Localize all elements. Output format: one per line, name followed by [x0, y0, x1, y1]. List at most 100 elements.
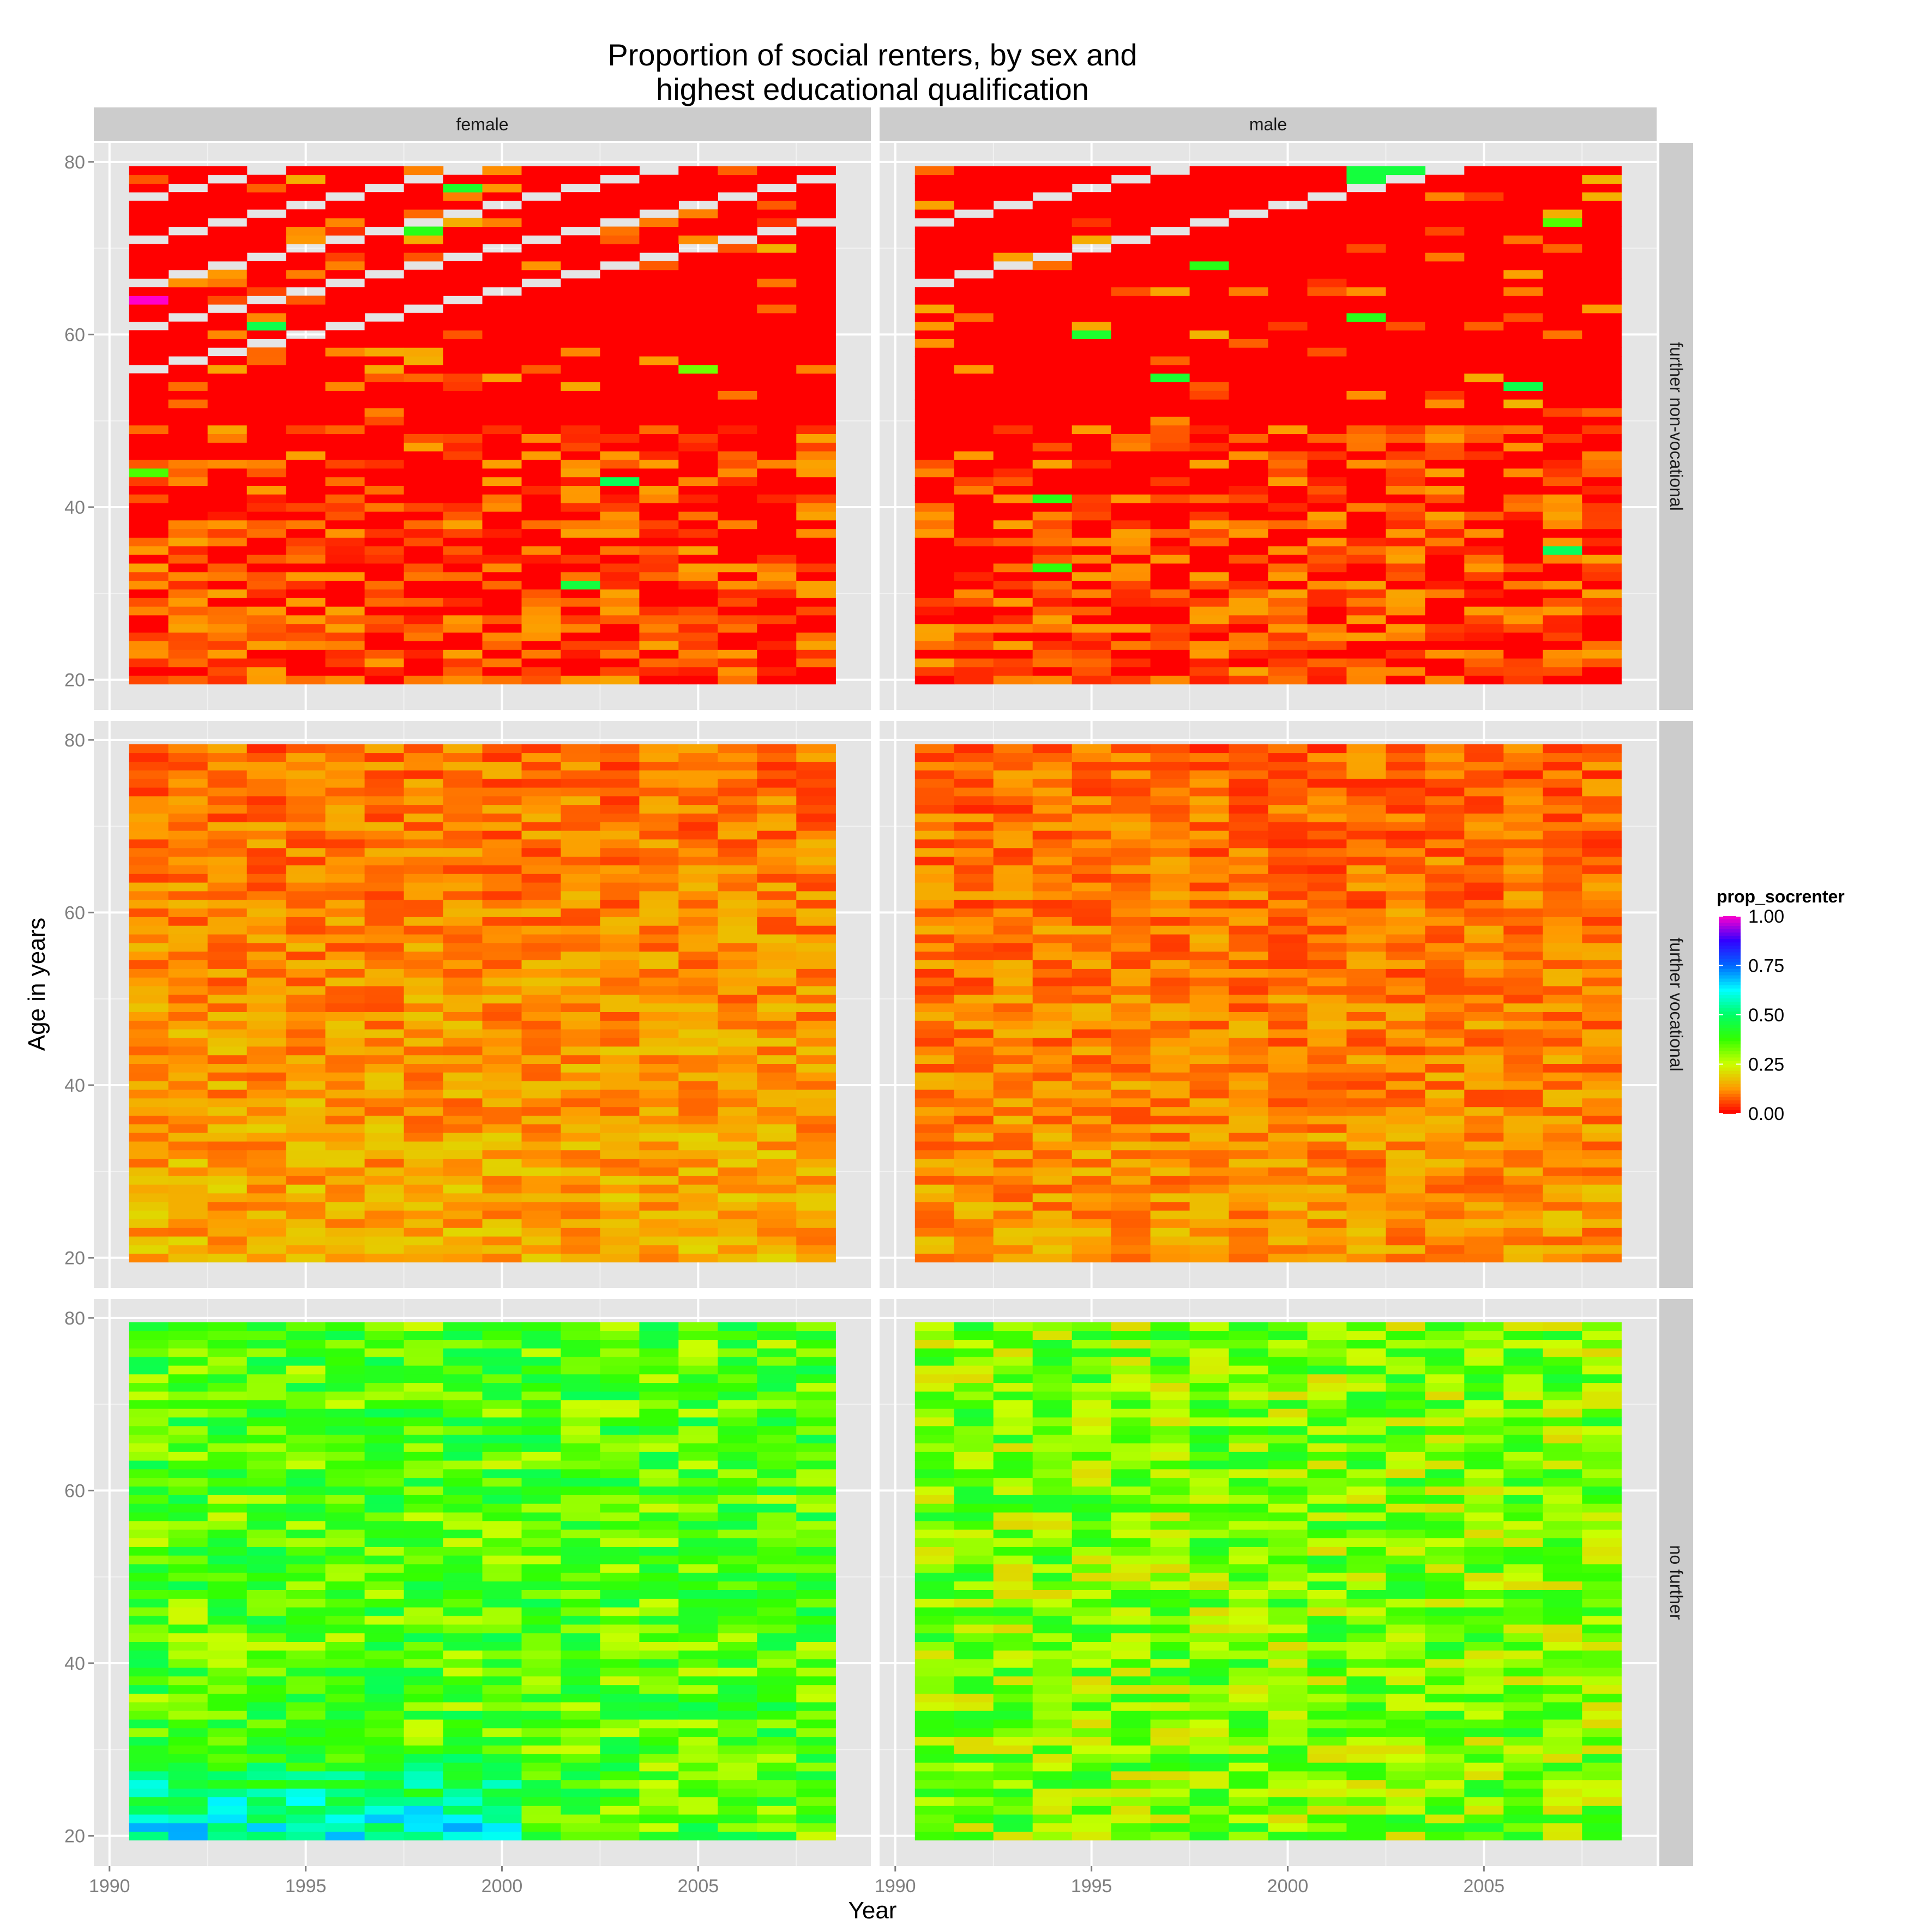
heat-cell: [954, 1063, 994, 1073]
heat-cell: [718, 1244, 757, 1254]
heat-cell: [286, 1141, 326, 1151]
heat-cell: [168, 520, 208, 529]
heat-cell: [521, 166, 562, 176]
heat-cell: [129, 1797, 169, 1806]
heat-cell: [443, 1667, 483, 1677]
heat-cell: [443, 1564, 483, 1573]
heat-cell: [1582, 1012, 1622, 1021]
heat-cell: [1189, 917, 1230, 926]
heat-cell: [639, 321, 679, 331]
heat-cell: [1582, 390, 1622, 400]
heat-cell: [246, 804, 287, 814]
heat-cell: [286, 1624, 326, 1634]
heat-cell: [1189, 209, 1230, 219]
heat-cell: [561, 589, 600, 598]
heat-cell: [443, 1771, 483, 1780]
heat-cell: [1268, 390, 1308, 400]
heat-cell: [561, 658, 600, 667]
heat-cell: [168, 364, 208, 374]
heat-cell: [600, 822, 640, 831]
heat-cell: [796, 908, 836, 917]
heat-cell: [1189, 770, 1230, 779]
heat-cell: [954, 416, 994, 426]
heat-cell: [129, 1409, 169, 1418]
heat-cell: [364, 1115, 405, 1124]
heat-cell: [1346, 770, 1386, 779]
heat-cell: [207, 511, 248, 521]
heat-cell: [443, 761, 483, 771]
heat-cell: [286, 1486, 326, 1495]
heat-cell: [521, 416, 562, 426]
heat-cell: [246, 1684, 287, 1694]
heat-cell: [1189, 1072, 1230, 1081]
heat-cell: [1189, 511, 1230, 521]
heat-cell: [1503, 485, 1543, 495]
heat-cell: [482, 1546, 522, 1556]
heat-cell: [1189, 390, 1230, 400]
heat-cell: [286, 1115, 326, 1124]
heat-cell: [129, 1598, 169, 1608]
heat-cell: [1543, 218, 1582, 227]
heat-cell: [482, 252, 522, 262]
heat-cell: [325, 1253, 365, 1263]
heat-cell: [246, 1745, 287, 1754]
heat-cell: [914, 1133, 955, 1142]
heat-cell: [129, 951, 169, 960]
heat-cell: [914, 666, 955, 676]
heat-cell: [1229, 364, 1269, 374]
heat-cell: [168, 968, 208, 978]
heat-cell: [1307, 1106, 1347, 1116]
heat-cell: [129, 1331, 169, 1340]
heat-cell: [129, 1667, 169, 1677]
heat-cell: [286, 908, 326, 917]
heat-cell: [1111, 416, 1151, 426]
heat-cell: [521, 183, 562, 192]
heat-cell: [954, 925, 994, 935]
heat-cell: [521, 1106, 562, 1116]
heat-cell: [1032, 468, 1073, 478]
heat-cell: [954, 744, 994, 754]
heat-cell: [521, 1486, 562, 1495]
heat-cell: [1386, 882, 1425, 892]
heat-cell: [1150, 537, 1190, 546]
heat-cell: [168, 347, 208, 357]
heat-cell: [1307, 312, 1347, 322]
heat-cell: [1582, 1055, 1622, 1064]
heat-cell: [1386, 485, 1425, 495]
heat-cell: [521, 1641, 562, 1651]
heat-cell: [1268, 1244, 1308, 1254]
heat-cell: [443, 261, 483, 270]
heat-cell: [129, 555, 169, 564]
heat-cell: [129, 960, 169, 969]
heat-cell: [207, 468, 248, 478]
heat-cell: [1268, 425, 1308, 434]
heat-cell: [1189, 779, 1230, 788]
heat-cell: [1072, 218, 1112, 227]
heat-cell: [521, 1728, 562, 1737]
heat-cell: [1425, 425, 1465, 434]
heat-cell: [1503, 174, 1543, 184]
heat-cell: [168, 874, 208, 883]
heat-cell: [954, 537, 994, 546]
heat-cell: [1032, 1055, 1073, 1064]
heat-cell: [1582, 822, 1622, 831]
heat-cell: [443, 244, 483, 253]
heat-cell: [1111, 477, 1151, 486]
heat-cell: [1072, 839, 1112, 848]
heat-cell: [718, 278, 757, 287]
heat-cell: [1307, 537, 1347, 546]
heat-cell: [325, 1322, 365, 1332]
heat-cell: [1386, 218, 1425, 227]
heat-cell: [1503, 511, 1543, 521]
heat-cell: [168, 555, 208, 564]
heat-cell: [1032, 563, 1073, 573]
heat-cell: [796, 1081, 836, 1090]
heat-cell: [600, 641, 640, 650]
heat-cell: [678, 321, 718, 331]
heat-cell: [1464, 399, 1504, 408]
heat-cell: [521, 1115, 562, 1124]
heat-cell: [364, 1348, 405, 1357]
heat-cell: [207, 1728, 248, 1737]
heat-cell: [1229, 304, 1269, 314]
heat-cell: [1346, 796, 1386, 805]
